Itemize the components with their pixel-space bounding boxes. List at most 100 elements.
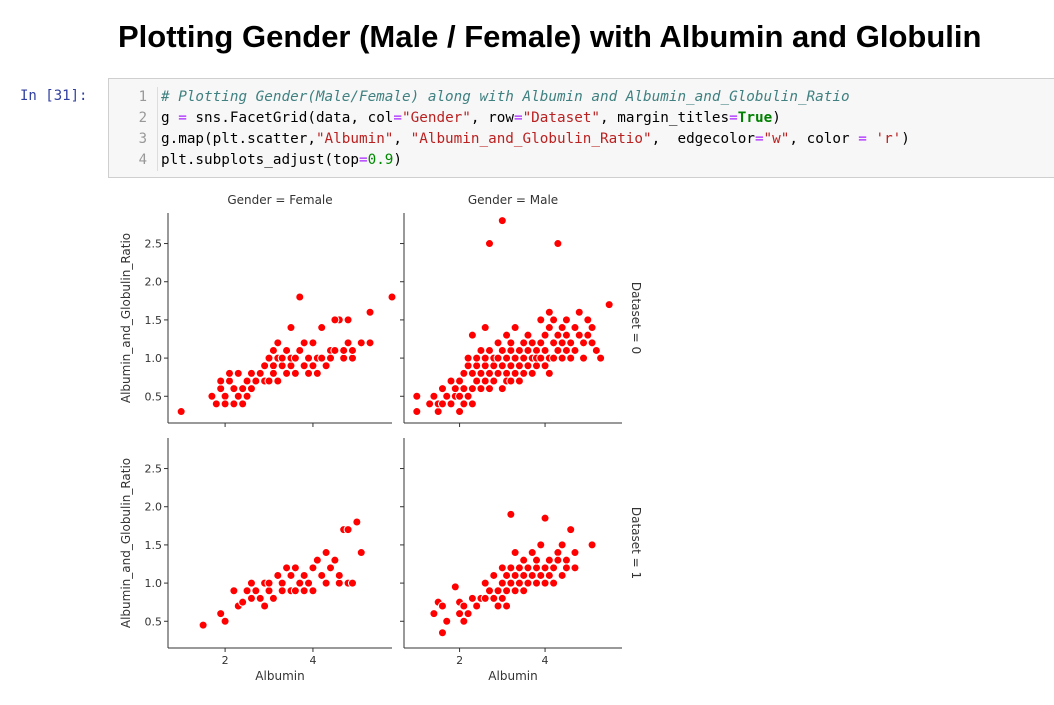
- scatter-point: [264, 376, 274, 386]
- scatter-point: [532, 361, 542, 371]
- scatter-point: [317, 570, 327, 580]
- scatter-point: [493, 338, 503, 348]
- scatter-point: [532, 345, 542, 355]
- column-title: Gender = Male: [468, 193, 558, 207]
- scatter-point: [317, 353, 327, 363]
- y-tick-label: 0.5: [145, 615, 163, 628]
- column-title: Gender = Female: [227, 193, 332, 207]
- scatter-point: [510, 323, 520, 333]
- scatter-point: [553, 555, 563, 565]
- scatter-point: [570, 323, 580, 333]
- scatter-point: [455, 609, 465, 619]
- code-token: ): [393, 152, 403, 168]
- code-token: g.map(plt.scatter,: [161, 131, 316, 147]
- scatter-point: [489, 361, 499, 371]
- scatter-point: [523, 563, 533, 573]
- x-tick-label: 4: [542, 654, 549, 667]
- code-token: plt.subplots_adjust(top: [161, 152, 359, 168]
- scatter-point: [502, 330, 512, 340]
- code-token: sns.FacetGrid(data, col: [186, 110, 394, 126]
- scatter-point: [220, 399, 230, 409]
- x-axis-label: Albumin: [255, 669, 304, 683]
- scatter-point: [260, 601, 270, 611]
- scatter-point: [442, 616, 452, 626]
- scatter-point: [523, 361, 533, 371]
- scatter-point: [459, 368, 469, 378]
- scatter-point: [347, 345, 357, 355]
- scatter-point: [238, 597, 248, 607]
- code-token: , edgecolor: [651, 131, 755, 147]
- scatter-point: [459, 399, 469, 409]
- scatter-point: [497, 361, 507, 371]
- scatter-point: [463, 609, 473, 619]
- scatter-point: [544, 307, 554, 317]
- scatter-point: [544, 323, 554, 333]
- scatter-point: [238, 384, 248, 394]
- scatter-point: [510, 368, 520, 378]
- scatter-point: [480, 593, 490, 603]
- code-operator: =: [513, 110, 523, 126]
- scatter-point: [347, 578, 357, 588]
- scatter-point: [459, 601, 469, 611]
- scatter-point: [282, 563, 292, 573]
- scatter-point: [176, 407, 186, 417]
- code-string: "Dataset": [522, 110, 601, 126]
- scatter-point: [207, 391, 217, 401]
- code-operator: =: [178, 110, 187, 126]
- code-string: "Gender": [402, 110, 471, 126]
- scatter-point: [472, 376, 482, 386]
- scatter-point: [519, 353, 529, 363]
- code-comment: # Plotting Gender(Male/Female) along wit…: [161, 89, 850, 105]
- scatter-point: [463, 391, 473, 401]
- scatter-point: [326, 563, 336, 573]
- scatter-point: [295, 345, 305, 355]
- scatter-point: [224, 376, 234, 386]
- scatter-point: [549, 315, 559, 325]
- scatter-point: [242, 391, 252, 401]
- scatter-point: [519, 570, 529, 580]
- scatter-point: [519, 368, 529, 378]
- scatter-point: [290, 563, 300, 573]
- code-line-4: plt.subplots_adjust(top=0.9): [161, 150, 910, 171]
- scatter-point: [514, 376, 524, 386]
- scatter-point: [321, 578, 331, 588]
- scatter-point: [557, 540, 567, 550]
- code-editor[interactable]: # Plotting Gender(Male/Female) along wit…: [157, 87, 910, 171]
- scatter-point: [255, 368, 265, 378]
- scatter-point: [365, 338, 375, 348]
- scatter-point: [246, 578, 256, 588]
- scatter-point: [519, 586, 529, 596]
- y-tick-label: 2.0: [145, 276, 163, 289]
- scatter-point: [330, 315, 340, 325]
- scatter-point: [216, 384, 226, 394]
- scatter-point: [356, 338, 366, 348]
- scatter-point: [536, 540, 546, 550]
- scatter-point: [472, 601, 482, 611]
- scatter-point: [532, 555, 542, 565]
- scatter-point: [339, 345, 349, 355]
- scatter-point: [304, 353, 314, 363]
- code-token: ): [772, 110, 781, 126]
- scatter-point: [536, 353, 546, 363]
- scatter-point: [220, 391, 230, 401]
- scatter-point: [290, 353, 300, 363]
- scatter-point: [304, 578, 314, 588]
- scatter-point: [277, 586, 287, 596]
- scatter-point: [437, 399, 447, 409]
- code-token: , row: [470, 110, 514, 126]
- scatter-point: [514, 578, 524, 588]
- scatter-point: [489, 593, 499, 603]
- line-number: 1: [138, 89, 147, 105]
- scatter-point: [553, 330, 563, 340]
- scatter-point: [365, 307, 375, 317]
- code-keyword: True: [737, 110, 773, 126]
- facet-grid-plot: Gender = Female Gender = Male 0.5 1.0 1.5 2.0…: [119, 193, 643, 683]
- scatter-point: [347, 353, 357, 363]
- scatter-point: [506, 361, 516, 371]
- scatter-point: [557, 353, 567, 363]
- scatter-point: [343, 525, 353, 535]
- scatter-point: [532, 563, 542, 573]
- code-cell[interactable]: 1 2 3 4 # Plotting Gender(Male/Female) a…: [108, 78, 1054, 178]
- scatter-point: [570, 548, 580, 558]
- scatter-point: [514, 361, 524, 371]
